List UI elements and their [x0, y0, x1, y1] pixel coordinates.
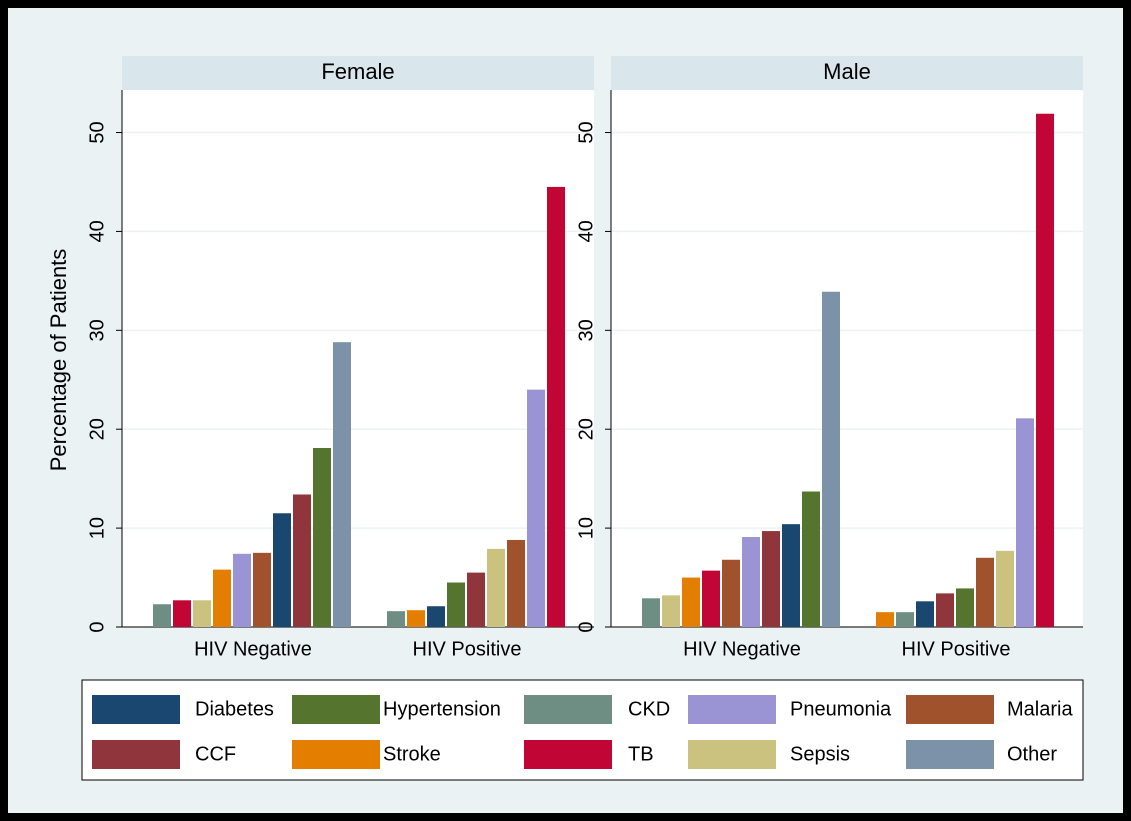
legend-label: Diabetes [195, 698, 274, 720]
bar [916, 601, 934, 627]
legend-label: Hypertension [383, 698, 501, 720]
legend-swatch [906, 740, 994, 769]
bar [547, 186, 565, 628]
plot-area [611, 90, 1083, 627]
y-tick-label: 50 [575, 121, 597, 143]
legend-swatch [524, 695, 612, 724]
legend-label: Malaria [1007, 698, 1073, 720]
bar [153, 604, 171, 627]
legend-label: Pneumonia [790, 698, 892, 720]
bar [273, 513, 291, 627]
bar [762, 531, 780, 627]
legend-label: CKD [628, 698, 670, 720]
bar [742, 537, 760, 627]
y-tick-label: 20 [575, 418, 597, 440]
bar [387, 611, 405, 627]
x-tick-label: HIV Negative [683, 638, 801, 660]
bar [662, 595, 680, 627]
y-tick-label: 10 [86, 517, 108, 539]
bar [193, 600, 211, 627]
bar [936, 593, 954, 627]
bar [1036, 113, 1054, 628]
panel-title: Male [823, 59, 871, 84]
bar [313, 448, 331, 627]
x-tick-label: HIV Positive [413, 638, 522, 660]
legend-swatch [688, 740, 776, 769]
bar [407, 610, 425, 627]
bar [722, 559, 740, 627]
bar [682, 577, 700, 627]
y-tick-label: 10 [575, 517, 597, 539]
y-tick-label: 20 [86, 418, 108, 440]
bar [876, 612, 894, 627]
legend-swatch [906, 695, 994, 724]
bar [896, 612, 914, 627]
legend-label: Other [1007, 743, 1057, 765]
bar [976, 557, 994, 627]
bar [507, 539, 525, 627]
bar [447, 582, 465, 627]
legend-swatch [524, 740, 612, 769]
legend-label: TB [628, 743, 654, 765]
bar [996, 550, 1014, 627]
bar [527, 389, 545, 627]
bar [233, 553, 251, 627]
bar [1016, 418, 1034, 627]
y-axis-label: Percentage of Patients [46, 249, 71, 472]
legend-swatch [92, 695, 180, 724]
legend-swatch [292, 695, 380, 724]
y-tick-label: 40 [575, 220, 597, 242]
bar [427, 606, 445, 627]
y-tick-label: 30 [86, 319, 108, 341]
legend-swatch [292, 740, 380, 769]
y-tick-label: 50 [86, 121, 108, 143]
panel-header [122, 56, 594, 90]
bar [956, 588, 974, 627]
legend-swatch [92, 740, 180, 769]
bar [487, 548, 505, 627]
bar [467, 572, 485, 627]
x-tick-label: HIV Positive [902, 638, 1011, 660]
bar [802, 491, 820, 627]
legend-label: CCF [195, 743, 236, 765]
y-tick-label: 40 [86, 220, 108, 242]
x-tick-label: HIV Negative [194, 638, 312, 660]
plot-area [122, 90, 594, 627]
legend-swatch [688, 695, 776, 724]
y-tick-label: 0 [86, 621, 108, 632]
bar [173, 600, 191, 627]
legend-label: Sepsis [790, 743, 850, 765]
panel-header [611, 56, 1083, 90]
bar [782, 524, 800, 627]
bar [253, 552, 271, 627]
bar [333, 342, 351, 627]
legend-label: Stroke [383, 743, 441, 765]
bar [702, 570, 720, 627]
bar [642, 598, 660, 627]
y-tick-label: 0 [575, 621, 597, 632]
bar [213, 569, 231, 627]
panel-title: Female [321, 59, 394, 84]
y-tick-label: 30 [575, 319, 597, 341]
bar [822, 291, 840, 627]
bar [293, 494, 311, 627]
